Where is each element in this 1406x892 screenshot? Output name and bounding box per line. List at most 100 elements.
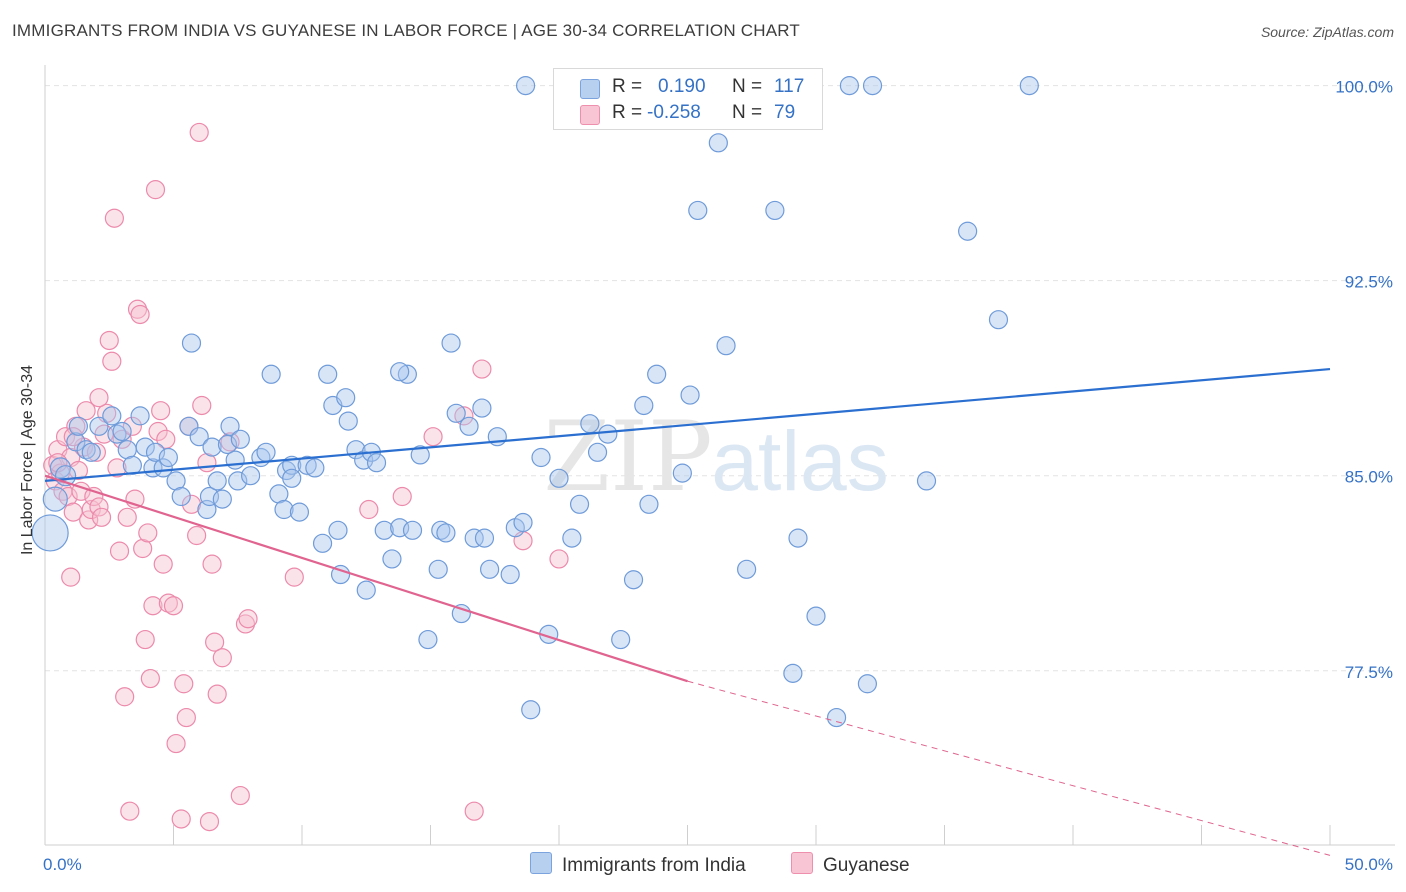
india-point: [839, 76, 860, 96]
india-point: [261, 364, 281, 384]
india-point: [549, 468, 569, 488]
india-point: [598, 424, 618, 444]
india-point: [788, 528, 808, 548]
india-point: [688, 200, 708, 221]
guyanese-point: [68, 460, 89, 481]
guyanese-point: [104, 208, 124, 228]
guyanese-point: [199, 811, 220, 832]
guyanese-point: [120, 801, 140, 821]
bottom-legend-label-india: Immigrants from India: [562, 855, 746, 876]
bottom-legend-label-guyanese: Guyanese: [823, 855, 910, 876]
india-point: [958, 221, 978, 241]
india-point: [274, 499, 294, 520]
india-point: [587, 442, 608, 462]
y-tick-label: 85.0%: [1345, 468, 1393, 487]
india-point: [441, 333, 461, 353]
india-point: [228, 471, 248, 491]
guyanese-point: [99, 330, 119, 351]
india-point: [480, 559, 500, 579]
india-point: [826, 707, 847, 728]
india-point: [562, 528, 582, 548]
guyanese-trend-extension: [687, 680, 1331, 856]
india-point: [336, 388, 356, 408]
guyanese-point: [117, 507, 137, 527]
india-point: [289, 502, 310, 522]
guyanese-point: [205, 632, 225, 652]
india-point: [783, 663, 803, 683]
guyanese-points: [43, 122, 569, 832]
india-point: [390, 362, 410, 382]
bottom-legend-india: Immigrants from India: [530, 852, 746, 877]
india-point: [318, 364, 338, 384]
india-point: [708, 133, 728, 153]
india-point: [330, 564, 351, 585]
india-point: [282, 468, 302, 488]
watermark: ZIP atlas: [543, 401, 888, 513]
legend-swatch-india: [580, 79, 600, 99]
guyanese-point: [145, 180, 166, 200]
guyanese-point: [187, 525, 207, 546]
india-point: [672, 463, 692, 483]
guyanese-point: [549, 549, 569, 569]
india-point: [634, 395, 654, 416]
india-point: [472, 398, 492, 418]
india-point: [737, 559, 757, 579]
guyanese-point: [235, 614, 256, 634]
india-point: [145, 442, 166, 462]
guyanese-point: [112, 429, 132, 449]
guyanese-point: [148, 421, 168, 442]
guyanese-point: [472, 359, 492, 379]
legend-n-value: 117: [774, 76, 805, 97]
guyanese-point: [238, 609, 258, 629]
india-point: [500, 564, 520, 585]
legend-r-value: -0.258: [647, 102, 701, 123]
guyanese-point: [109, 541, 130, 561]
india-point: [580, 414, 600, 434]
india-point: [130, 406, 150, 426]
india-point: [988, 310, 1009, 330]
india-points: [31, 76, 1039, 728]
india-point: [76, 440, 96, 460]
india-point: [328, 520, 348, 540]
india-point: [212, 489, 232, 509]
india-point: [521, 700, 541, 720]
guyanese-point: [76, 401, 96, 421]
guyanese-point: [192, 395, 212, 416]
india-point: [436, 523, 456, 543]
source-label: Source: ZipAtlas.com: [1260, 24, 1394, 40]
india-point: [374, 520, 394, 540]
india-point: [66, 432, 86, 452]
india-point: [202, 437, 222, 457]
india-point: [464, 528, 484, 548]
guyanese-point: [153, 554, 173, 574]
india-point: [397, 364, 417, 384]
india-point: [515, 76, 536, 96]
legend-n-value: 79: [774, 102, 796, 123]
india-point: [269, 484, 289, 504]
india-point: [241, 466, 261, 486]
axes: [44, 65, 1395, 846]
guyanese-point: [122, 416, 142, 436]
legend-r-label: R =: [612, 76, 643, 97]
india-trend-line: [44, 367, 1331, 483]
india-point: [135, 437, 155, 457]
india-point: [207, 471, 227, 491]
india-point: [428, 559, 448, 579]
guyanese-point: [166, 733, 186, 754]
guyanese-point: [61, 567, 81, 587]
guyanese-point: [359, 499, 379, 520]
guyanese-point: [151, 401, 171, 421]
guyanese-point: [115, 687, 135, 707]
india-point: [402, 520, 423, 540]
guyanese-point: [133, 538, 153, 559]
guyanese-point: [127, 299, 148, 319]
india-point: [312, 533, 333, 553]
trend-lines: [44, 367, 1331, 856]
legend-swatch-guyanese: [580, 105, 600, 125]
guyanese-point: [181, 494, 202, 514]
india-point: [611, 629, 631, 650]
india-point: [459, 416, 479, 436]
india-point: [181, 333, 202, 353]
guyanese-point: [138, 523, 158, 543]
grid-lines: [45, 85, 1395, 672]
